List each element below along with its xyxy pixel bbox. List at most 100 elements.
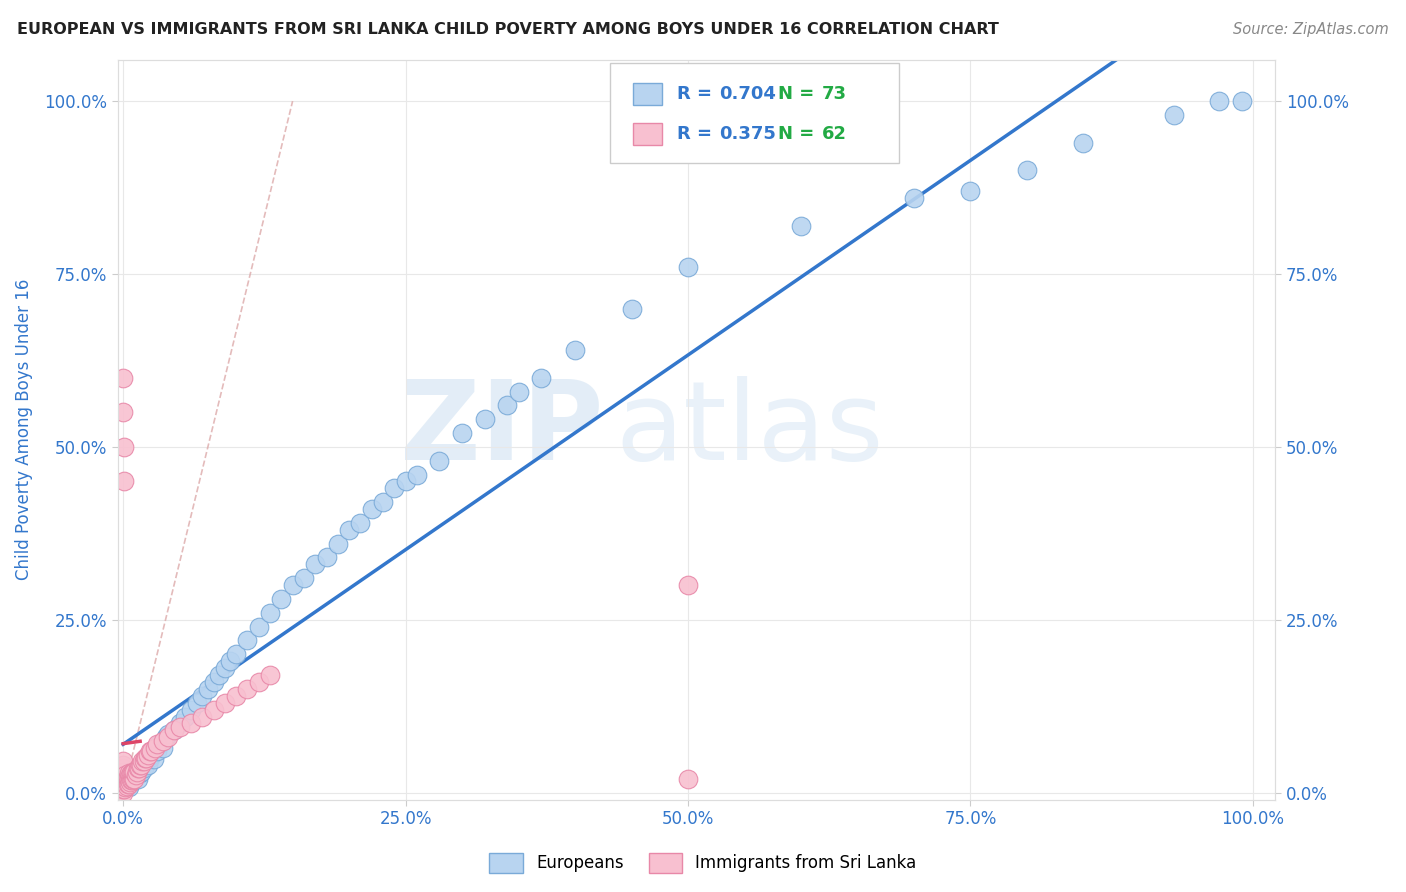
Point <box>115 779 138 793</box>
Point <box>118 772 141 786</box>
Point <box>112 772 135 786</box>
Point <box>118 768 141 782</box>
Point <box>112 779 135 793</box>
Point <box>131 758 153 772</box>
Point <box>152 740 174 755</box>
Point <box>118 772 141 786</box>
Point <box>120 775 142 789</box>
Point <box>349 516 371 530</box>
Point <box>135 755 157 769</box>
Point <box>315 550 337 565</box>
Point <box>112 775 135 789</box>
Text: ZIP: ZIP <box>401 376 603 483</box>
Point <box>225 648 247 662</box>
Point <box>124 772 146 786</box>
Point <box>406 467 429 482</box>
Point <box>112 768 135 782</box>
Point <box>122 764 145 779</box>
Point <box>429 453 451 467</box>
Point <box>564 343 586 357</box>
Point <box>202 703 225 717</box>
Text: EUROPEAN VS IMMIGRANTS FROM SRI LANKA CHILD POVERTY AMONG BOYS UNDER 16 CORRELAT: EUROPEAN VS IMMIGRANTS FROM SRI LANKA CH… <box>17 22 998 37</box>
Point <box>451 425 474 440</box>
Text: 73: 73 <box>821 85 846 103</box>
Point <box>142 752 165 766</box>
Point <box>127 761 149 775</box>
Point <box>474 412 496 426</box>
Point <box>270 592 292 607</box>
Point <box>292 571 315 585</box>
Point <box>132 755 155 769</box>
Point <box>139 744 162 758</box>
Point <box>112 440 135 454</box>
Point <box>125 764 148 779</box>
Text: Source: ZipAtlas.com: Source: ZipAtlas.com <box>1233 22 1389 37</box>
Point <box>225 689 247 703</box>
Point <box>676 772 699 786</box>
Point <box>112 775 135 789</box>
Point <box>214 696 236 710</box>
Point <box>530 370 553 384</box>
Point <box>124 768 146 782</box>
Point <box>157 727 180 741</box>
Point <box>174 709 197 723</box>
Text: N =: N = <box>778 85 820 103</box>
Point <box>120 773 142 788</box>
Point <box>124 771 146 785</box>
Point <box>141 744 163 758</box>
Point <box>112 475 135 489</box>
Point <box>129 758 152 772</box>
Point <box>112 761 135 775</box>
Point <box>129 764 152 779</box>
Point <box>121 773 143 788</box>
Point <box>115 779 138 793</box>
Point <box>136 758 159 772</box>
Point <box>112 764 135 779</box>
Point <box>118 773 141 788</box>
Point <box>394 475 416 489</box>
Point <box>112 758 135 772</box>
Point <box>191 709 214 723</box>
Point <box>118 775 141 789</box>
Point <box>124 768 146 782</box>
Point <box>219 654 242 668</box>
Point <box>128 761 150 775</box>
Point <box>122 773 145 788</box>
Point <box>120 766 142 780</box>
Point <box>129 766 152 780</box>
Point <box>1015 163 1038 178</box>
Point <box>259 668 281 682</box>
Point <box>146 744 169 758</box>
Text: 0.704: 0.704 <box>720 85 776 103</box>
Point <box>304 558 326 572</box>
Point <box>382 481 405 495</box>
Point <box>129 758 152 772</box>
Point <box>496 398 519 412</box>
Point <box>337 523 360 537</box>
Point <box>371 495 394 509</box>
Y-axis label: Child Poverty Among Boys Under 16: Child Poverty Among Boys Under 16 <box>15 279 32 581</box>
Point <box>112 782 135 797</box>
Point <box>118 766 141 780</box>
Point <box>620 301 643 316</box>
Point <box>125 764 148 779</box>
Point <box>124 764 146 779</box>
Point <box>208 668 231 682</box>
Point <box>112 370 135 384</box>
Point <box>114 780 136 794</box>
Point <box>163 723 186 738</box>
Point <box>117 771 139 785</box>
Point <box>180 703 202 717</box>
Legend: Europeans, Immigrants from Sri Lanka: Europeans, Immigrants from Sri Lanka <box>482 847 924 880</box>
Point <box>118 777 141 791</box>
Point <box>259 606 281 620</box>
Point <box>903 191 925 205</box>
Point <box>112 779 135 793</box>
Point <box>959 184 981 198</box>
Point <box>152 733 174 747</box>
FancyBboxPatch shape <box>633 83 662 104</box>
Point <box>141 747 163 762</box>
Point <box>326 536 349 550</box>
Point <box>191 689 214 703</box>
Point <box>236 681 259 696</box>
